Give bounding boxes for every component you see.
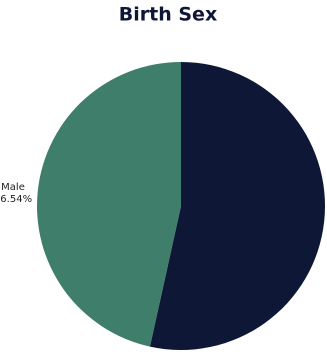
pie-slice	[37, 62, 182, 347]
slice-label: Male	[1, 182, 25, 193]
pie-slice	[149, 62, 326, 350]
slice-value-label: 46.54%	[0, 194, 32, 205]
chart-title: Birth Sex	[119, 4, 217, 26]
